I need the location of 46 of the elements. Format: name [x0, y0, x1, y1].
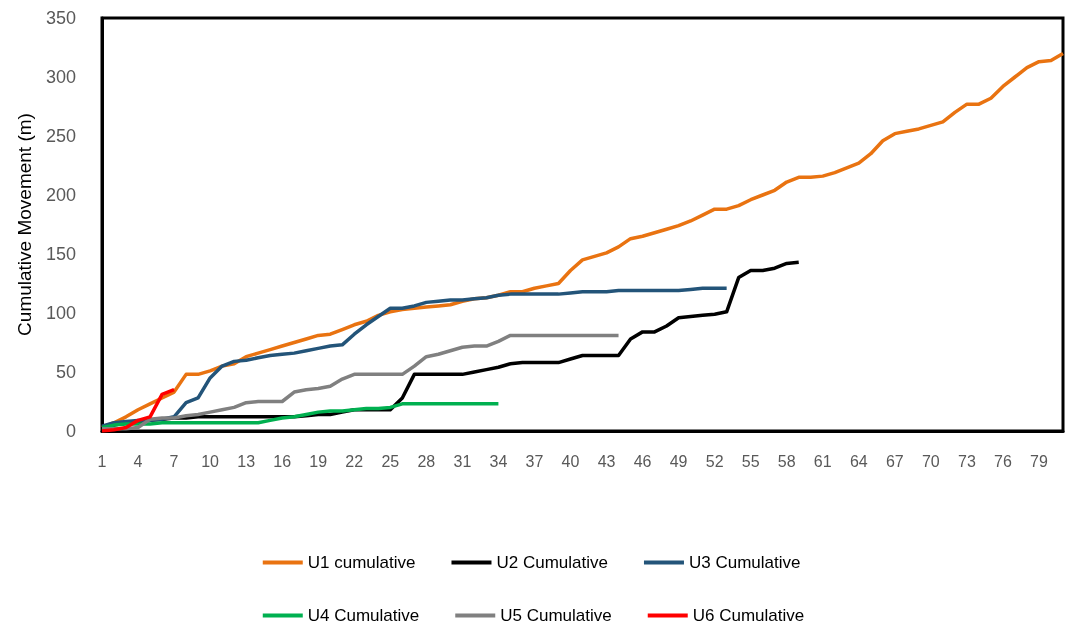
legend-label: U1 cumulative: [307, 553, 416, 572]
y-tick-label: 100: [45, 303, 76, 323]
y-tick-label: 250: [45, 126, 76, 146]
x-tick-label: 31: [453, 452, 472, 470]
x-tick-label: 37: [525, 452, 544, 470]
x-tick-label: 76: [994, 452, 1012, 470]
legend-label: U2 Cumulative: [496, 553, 608, 572]
x-tick-label: 19: [309, 452, 328, 470]
line-series: [100, 333, 621, 431]
x-tick-label: 1: [97, 452, 107, 470]
x-tick-label: 16: [273, 452, 292, 470]
y-tick-label: 0: [65, 421, 76, 441]
x-tick-label: 73: [958, 452, 976, 470]
legend-label: U3 Cumulative: [688, 553, 801, 572]
x-tick-label: 70: [921, 452, 940, 470]
y-axis-title: Cumulative Movement (m): [14, 113, 35, 336]
x-tick-label: 13: [237, 452, 256, 470]
x-tick-label: 10: [201, 452, 220, 470]
legend-label: U4 Cumulative: [307, 606, 420, 625]
x-tick-label: 25: [381, 452, 400, 470]
y-tick-label: 150: [45, 244, 76, 264]
legend-label: U6 Cumulative: [692, 606, 805, 625]
x-tick-label: 61: [813, 452, 832, 470]
x-tick-label: 40: [561, 452, 580, 470]
line-series: [100, 387, 176, 433]
x-tick-label: 64: [849, 452, 868, 470]
x-tick-label: 55: [741, 452, 760, 470]
x-tick-label: 46: [633, 452, 652, 470]
x-tick-label: 28: [417, 452, 436, 470]
x-tick-label: 7: [169, 452, 179, 470]
x-tick-label: 43: [597, 452, 616, 470]
x-tick-label: 52: [705, 452, 724, 470]
line-series: [100, 286, 729, 429]
y-tick-label: 200: [45, 185, 76, 205]
y-tick-label: 50: [55, 362, 76, 382]
x-tick-label: 4: [133, 452, 143, 470]
x-tick-label: 67: [885, 452, 904, 470]
x-tick-label: 22: [345, 452, 364, 470]
line-series: [100, 402, 501, 430]
x-tick-label: 79: [1030, 452, 1048, 470]
x-tick-label: 49: [669, 452, 688, 470]
y-tick-label: 300: [45, 67, 76, 87]
x-tick-label: 34: [489, 452, 508, 470]
x-tick-label: 58: [777, 452, 796, 470]
y-tick-label: 350: [45, 8, 76, 28]
legend-label: U5 Cumulative: [500, 606, 612, 625]
